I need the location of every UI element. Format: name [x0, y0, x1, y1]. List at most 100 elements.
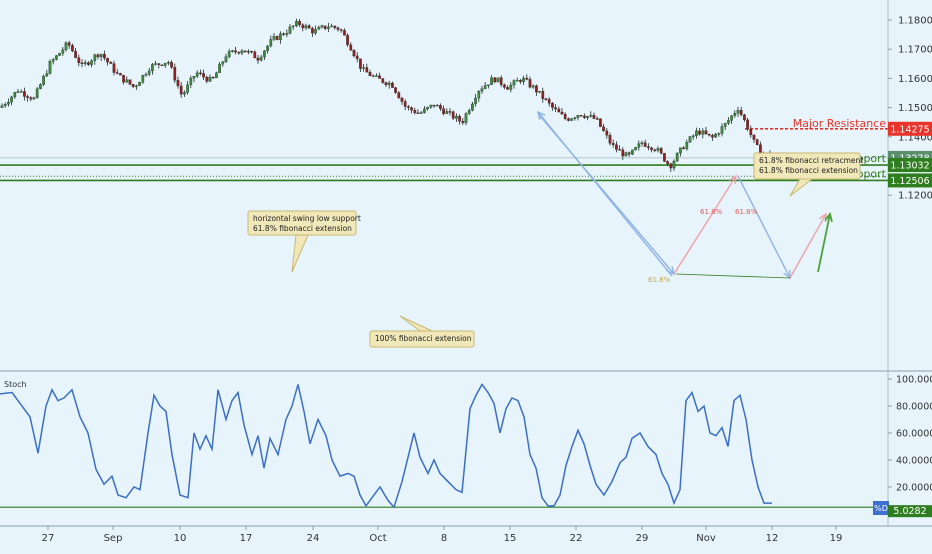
candle-body: [93, 54, 97, 61]
candle-body: [755, 139, 759, 145]
annotation-swing-low-text: horizontal swing low support: [253, 214, 361, 223]
candle-body: [637, 143, 641, 148]
candle-body: [391, 82, 394, 88]
candle-body: [103, 53, 106, 59]
candle-body: [298, 20, 301, 26]
candle-body: [589, 115, 593, 117]
candle-body: [7, 101, 10, 105]
candle-body: [311, 28, 314, 34]
candle-body: [167, 62, 170, 64]
price-badge-text: 1.14275: [890, 124, 929, 135]
green-arrow-up: [817, 213, 831, 273]
candle-body: [560, 111, 564, 115]
candle-body: [605, 130, 609, 136]
annotation-fib-extension-tail: [399, 315, 433, 332]
candle-body: [112, 63, 116, 73]
fib-label: 61.8%: [735, 208, 758, 216]
candle-body: [698, 130, 701, 135]
candle-body: [736, 110, 740, 114]
time-tick-label: 10: [174, 533, 187, 544]
candle-body: [3, 104, 7, 106]
candle-body: [752, 134, 756, 140]
candle-body: [503, 84, 506, 88]
candle-body: [541, 90, 545, 99]
candle-body: [567, 118, 570, 121]
stoch-tick-label: 20.0000: [896, 482, 932, 493]
candle-body: [39, 84, 42, 89]
candle-body: [442, 108, 445, 114]
candle-body: [467, 110, 471, 114]
candle-body: [285, 33, 289, 35]
candle-body: [675, 152, 679, 162]
stoch-title: Stoch: [4, 380, 27, 389]
candle-body: [522, 77, 525, 82]
candle-body: [99, 53, 103, 58]
candle-body: [317, 27, 321, 30]
candle-body: [23, 91, 26, 97]
candle-body: [29, 97, 33, 100]
candle-body: [419, 112, 423, 114]
candle-body: [163, 62, 167, 66]
candle-body: [330, 25, 333, 28]
candle-body: [173, 67, 177, 81]
candle-body: [659, 148, 663, 154]
time-tick-label: 22: [570, 533, 583, 544]
candle-body: [647, 146, 650, 148]
candle-body: [496, 77, 500, 83]
stoch-d-line: [0, 383, 772, 509]
candle-body: [135, 85, 138, 87]
candle-body: [634, 147, 637, 151]
price-badge: [888, 158, 932, 173]
candle-body: [544, 98, 548, 100]
annotation-fib-retracement-text: 61.8% fibonacci extension: [759, 166, 858, 175]
candle-body: [554, 107, 557, 110]
candle-body: [138, 82, 141, 86]
stoch-last-badge-text: 5.0282: [893, 506, 926, 517]
candle-body: [170, 62, 173, 68]
price-badge: [888, 121, 932, 136]
candle-body: [349, 44, 353, 51]
candle-body: [295, 20, 298, 27]
candle-body: [551, 103, 554, 108]
candle-body: [10, 96, 13, 103]
candle-body: [259, 56, 263, 61]
candle-body: [160, 64, 164, 66]
candle-body: [253, 51, 257, 59]
candle-body: [32, 97, 36, 100]
candle-body: [608, 135, 612, 144]
candle-body: [368, 72, 372, 77]
candle-body: [51, 59, 55, 62]
candle-body: [583, 115, 586, 118]
candle-body: [179, 85, 183, 95]
candle-body: [416, 112, 420, 114]
fib-arrow-blue-down-2: [737, 175, 791, 279]
annotation-fib-retracement-text: 61.8% fibonacci retracment: [759, 156, 863, 165]
price-badge-text: 1.12506: [890, 176, 929, 187]
candle-body: [432, 104, 436, 107]
candle-body: [237, 51, 241, 54]
candle-body: [282, 33, 285, 35]
candle-body: [426, 107, 429, 110]
candle-body: [653, 149, 657, 151]
candle-body: [266, 45, 269, 52]
candle-body: [80, 62, 84, 65]
candle-body: [515, 80, 519, 82]
candle-body: [87, 62, 90, 65]
candle-body: [707, 133, 711, 136]
candle-body: [627, 152, 631, 155]
candle-body: [275, 36, 279, 40]
candle-body: [557, 108, 561, 113]
candle-body: [640, 142, 644, 144]
candle-body: [288, 26, 292, 34]
candle-body: [176, 80, 180, 87]
candle-body: [16, 91, 20, 93]
candle-body: [595, 118, 599, 120]
candle-body: [371, 75, 375, 77]
candle-body: [717, 133, 721, 135]
candle-body: [464, 113, 468, 123]
candle-body: [323, 25, 327, 29]
candle-body: [749, 129, 753, 136]
candle-body: [147, 70, 151, 75]
candle-body: [525, 77, 529, 80]
candle-body: [71, 45, 74, 52]
